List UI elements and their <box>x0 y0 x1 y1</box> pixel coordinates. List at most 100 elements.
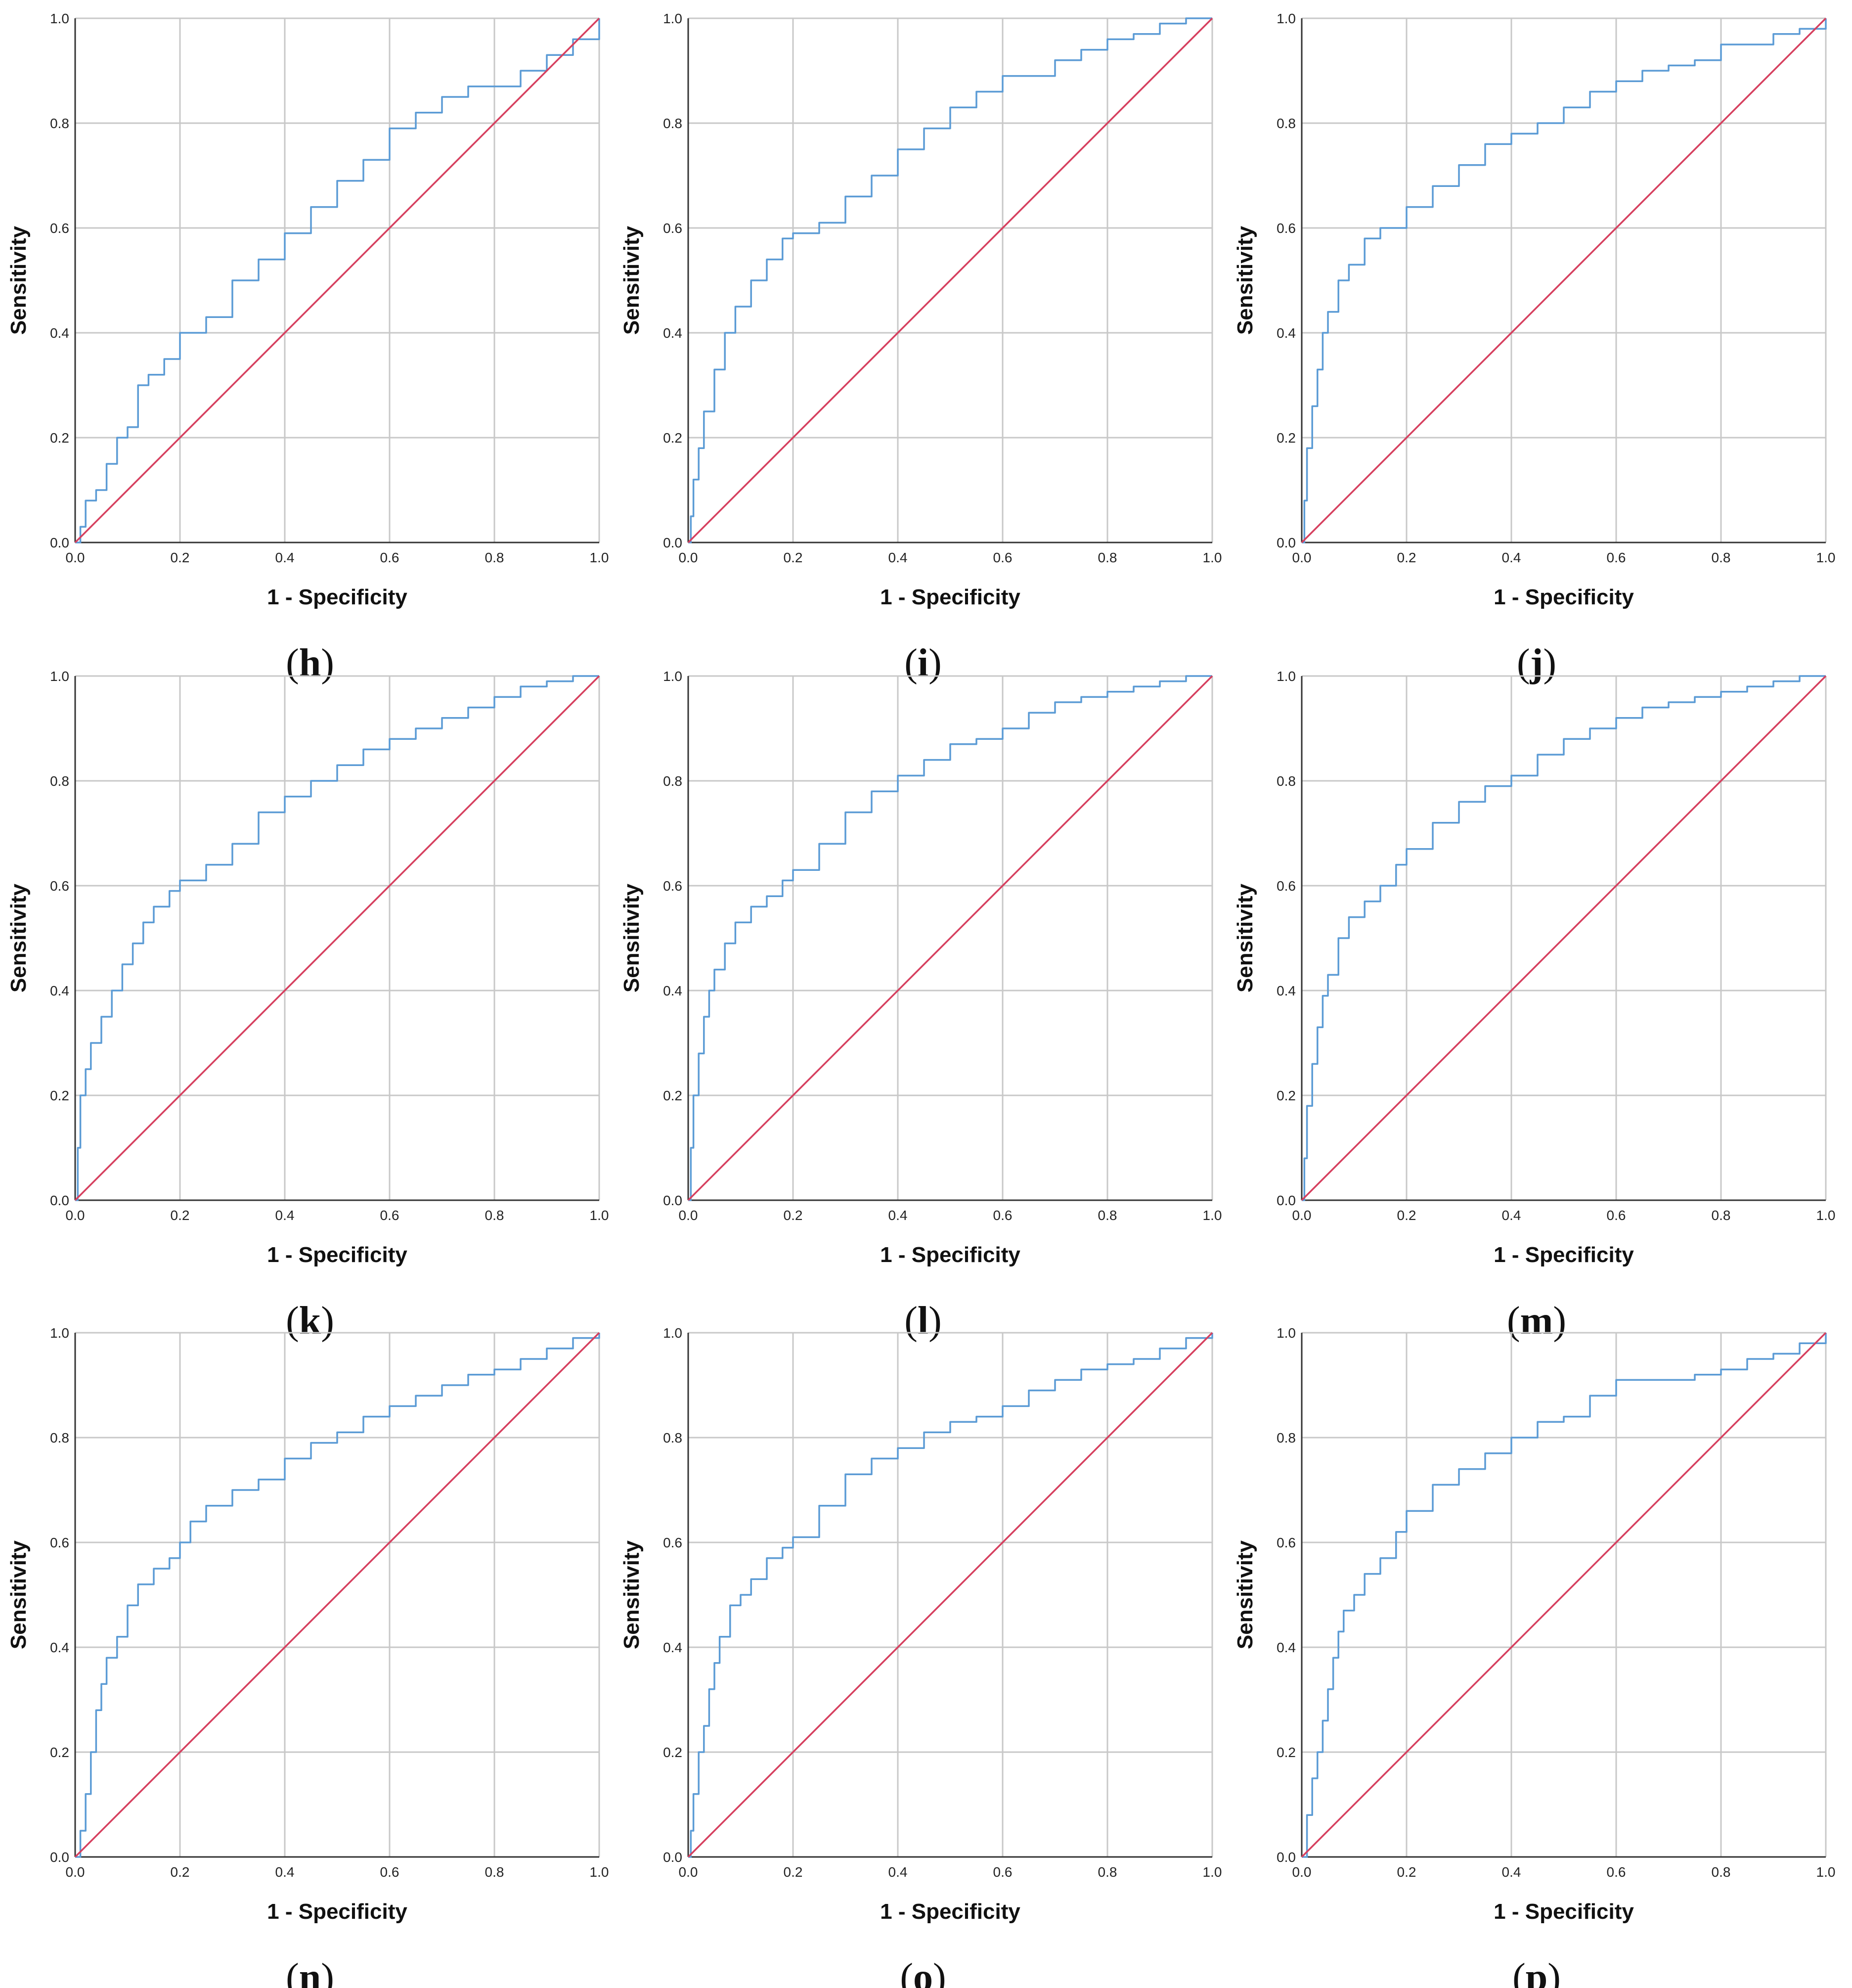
y-tick-label: 0.0 <box>1277 535 1296 550</box>
panel-letter: h <box>299 641 321 685</box>
y-tick-label: 0.4 <box>1277 1640 1296 1655</box>
y-tick-label: 0.2 <box>50 1745 69 1760</box>
roc-curve <box>688 1333 1213 1858</box>
y-tick-label: 0.0 <box>1277 1193 1296 1208</box>
y-tick-label: 0.6 <box>663 221 682 236</box>
x-tick-label: 1.0 <box>1203 1208 1222 1223</box>
roc-chart-m: 0.0 0.2 0.4 0.6 0.8 1.0 0.0 0.2 0.4 0.6 0.8 1.0 1 - … <box>1233 669 1835 1267</box>
y-tick-label: 0.0 <box>50 1850 69 1865</box>
x-axis-label: 1 - Specificity <box>880 585 1020 609</box>
y-axis-label: Sensitivity <box>1233 226 1257 335</box>
panel-label: (n) <box>286 1956 334 1988</box>
x-tick-label: 0.6 <box>1607 1208 1626 1223</box>
x-tick-label: 1.0 <box>590 1864 609 1880</box>
y-tick-label: 0.8 <box>50 116 69 131</box>
y-tick-label: 1.0 <box>663 1325 682 1341</box>
y-tick-label: 0.0 <box>50 535 69 550</box>
reference-diagonal-line <box>74 1332 600 1858</box>
panel-letter: m <box>1520 1299 1553 1343</box>
y-axis-label: Sensitivity <box>1233 883 1257 993</box>
y-tick-label: 0.6 <box>663 878 682 894</box>
x-axis-label: 1 - Specificity <box>267 585 407 609</box>
roc-curve <box>75 18 600 543</box>
roc-chart-h: 0.0 0.2 0.4 0.6 0.8 1.0 0.0 0.2 0.4 0.6 0.8 1.0 1 - … <box>6 11 609 609</box>
x-tick-label: 0.2 <box>1397 1864 1416 1880</box>
y-tick-label: 0.8 <box>663 116 682 131</box>
panel-letter: i <box>918 641 928 685</box>
y-tick-label: 0.6 <box>50 221 69 236</box>
y-tick-label: 0.8 <box>50 773 69 789</box>
x-tick-label: 0.4 <box>888 1864 908 1880</box>
x-axis-label: 1 - Specificity <box>1494 1243 1634 1267</box>
x-tick-label: 0.6 <box>993 1208 1013 1223</box>
x-axis-label: 1 - Specificity <box>267 1243 407 1267</box>
y-tick-label: 0.0 <box>663 1193 682 1208</box>
x-tick-label: 1.0 <box>590 550 609 565</box>
x-axis-label: 1 - Specificity <box>1494 585 1634 609</box>
reference-diagonal-line <box>1301 1332 1827 1858</box>
reference-diagonal-line <box>74 675 600 1201</box>
y-tick-label: 0.2 <box>663 1745 682 1760</box>
reference-diagonal-line <box>687 17 1213 543</box>
y-tick-label: 0.4 <box>663 1640 682 1655</box>
y-tick-label: 1.0 <box>1277 1325 1296 1341</box>
roc-chart-k: 0.0 0.2 0.4 0.6 0.8 1.0 0.0 0.2 0.4 0.6 0.8 1.0 1 - … <box>6 669 609 1267</box>
y-tick-label: 1.0 <box>663 11 682 26</box>
x-axis-label: 1 - Specificity <box>1494 1899 1634 1924</box>
panel-label: (m) <box>1507 1299 1566 1343</box>
x-tick-label: 0.8 <box>485 1864 504 1880</box>
y-axis-label: Sensitivity <box>6 883 31 993</box>
y-tick-label: 0.4 <box>1277 325 1296 341</box>
y-tick-label: 0.0 <box>50 1193 69 1208</box>
x-tick-label: 0.0 <box>679 550 698 565</box>
roc-chart-i: 0.0 0.2 0.4 0.6 0.8 1.0 0.0 0.2 0.4 0.6 0.8 1.0 1 - … <box>619 11 1222 609</box>
y-tick-label: 1.0 <box>50 1325 69 1341</box>
x-tick-label: 0.4 <box>275 1208 295 1223</box>
y-axis-label: Sensitivity <box>1233 1540 1257 1649</box>
reference-diagonal-line <box>1301 17 1827 543</box>
panel-label: (k) <box>286 1299 334 1343</box>
x-tick-label: 0.6 <box>1607 550 1626 565</box>
roc-chart-p: 0.0 0.2 0.4 0.6 0.8 1.0 0.0 0.2 0.4 0.6 0.8 1.0 1 - … <box>1233 1325 1835 1924</box>
y-tick-label: 0.8 <box>1277 773 1296 789</box>
panel-label: (i) <box>904 641 942 685</box>
x-tick-label: 0.2 <box>1397 1208 1416 1223</box>
x-tick-label: 0.6 <box>380 550 399 565</box>
x-axis-label: 1 - Specificity <box>880 1243 1020 1267</box>
y-tick-label: 0.0 <box>1277 1850 1296 1865</box>
panel-letter: n <box>299 1956 321 1988</box>
y-tick-label: 0.4 <box>663 325 682 341</box>
x-tick-label: 0.4 <box>888 1208 908 1223</box>
y-tick-label: 0.6 <box>1277 221 1296 236</box>
x-tick-label: 0.0 <box>66 1208 85 1223</box>
x-tick-label: 0.8 <box>1712 1864 1731 1880</box>
panel-label: (o) <box>900 1956 946 1988</box>
y-tick-label: 0.4 <box>50 325 69 341</box>
y-tick-label: 0.4 <box>1277 983 1296 998</box>
x-tick-label: 0.4 <box>888 550 908 565</box>
y-axis-label: Sensitivity <box>619 1540 644 1649</box>
y-axis-label: Sensitivity <box>6 1540 31 1649</box>
x-tick-label: 1.0 <box>590 1208 609 1223</box>
x-tick-label: 0.2 <box>784 550 803 565</box>
y-tick-label: 1.0 <box>663 669 682 684</box>
x-tick-label: 0.4 <box>1502 1208 1521 1223</box>
x-tick-label: 1.0 <box>1816 550 1836 565</box>
x-tick-label: 0.2 <box>784 1864 803 1880</box>
panel-letter: l <box>918 1299 928 1343</box>
y-tick-label: 0.2 <box>50 430 69 446</box>
x-tick-label: 1.0 <box>1816 1208 1836 1223</box>
y-tick-label: 0.2 <box>1277 1745 1296 1760</box>
roc-curve <box>688 17 1212 543</box>
y-tick-label: 0.4 <box>50 1640 69 1655</box>
roc-curve <box>688 675 1212 1201</box>
y-tick-label: 0.8 <box>663 773 682 789</box>
x-tick-label: 0.0 <box>1292 1864 1312 1880</box>
x-tick-label: 0.8 <box>1712 1208 1731 1223</box>
x-tick-label: 0.6 <box>380 1864 399 1880</box>
y-axis-label: Sensitivity <box>6 226 31 335</box>
x-axis-label: 1 - Specificity <box>267 1899 407 1924</box>
x-tick-label: 0.0 <box>66 550 85 565</box>
x-tick-label: 0.2 <box>171 1864 190 1880</box>
